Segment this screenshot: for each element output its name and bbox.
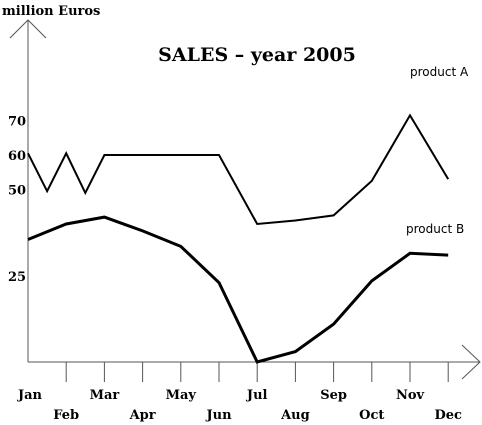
series-label: product A [410,65,469,79]
x-tick-label: Feb [53,408,79,423]
x-tick-label: Aug [280,408,310,423]
y-axis-arrow [9,19,47,39]
chart-title: SALES – year 2005 [158,44,356,66]
x-tick-label: Jun [205,408,232,423]
x-tick-label: Jul [246,388,268,403]
x-ticks: Jan Feb Mar Apr May Jun Jul Aug Sep Oct Nov Dec [17,362,462,423]
y-tick-label: 70 [8,115,26,130]
series-line-product-b [27,215,449,364]
series-labels: product A product B [406,65,469,236]
x-tick-label: Apr [129,408,156,423]
x-tick-label: Sep [320,388,347,403]
y-axis-label: million Euros [2,4,100,19]
x-tick-label: Mar [90,388,120,403]
x-tick-label: May [166,388,197,403]
x-tick-label: Jan [17,388,43,403]
y-tick-label: 25 [8,270,26,285]
x-tick-label: Nov [396,388,425,403]
x-tick-label: Oct [359,408,384,423]
y-tick-label: 60 [8,149,26,164]
series-line-product-a [27,113,450,226]
y-ticks: 25 50 60 70 [8,115,26,285]
x-axis-arrow [461,344,481,380]
y-tick-label: 50 [8,184,26,199]
series-lines [27,113,450,364]
x-tick-label: Dec [434,408,462,423]
series-label: product B [406,222,464,236]
